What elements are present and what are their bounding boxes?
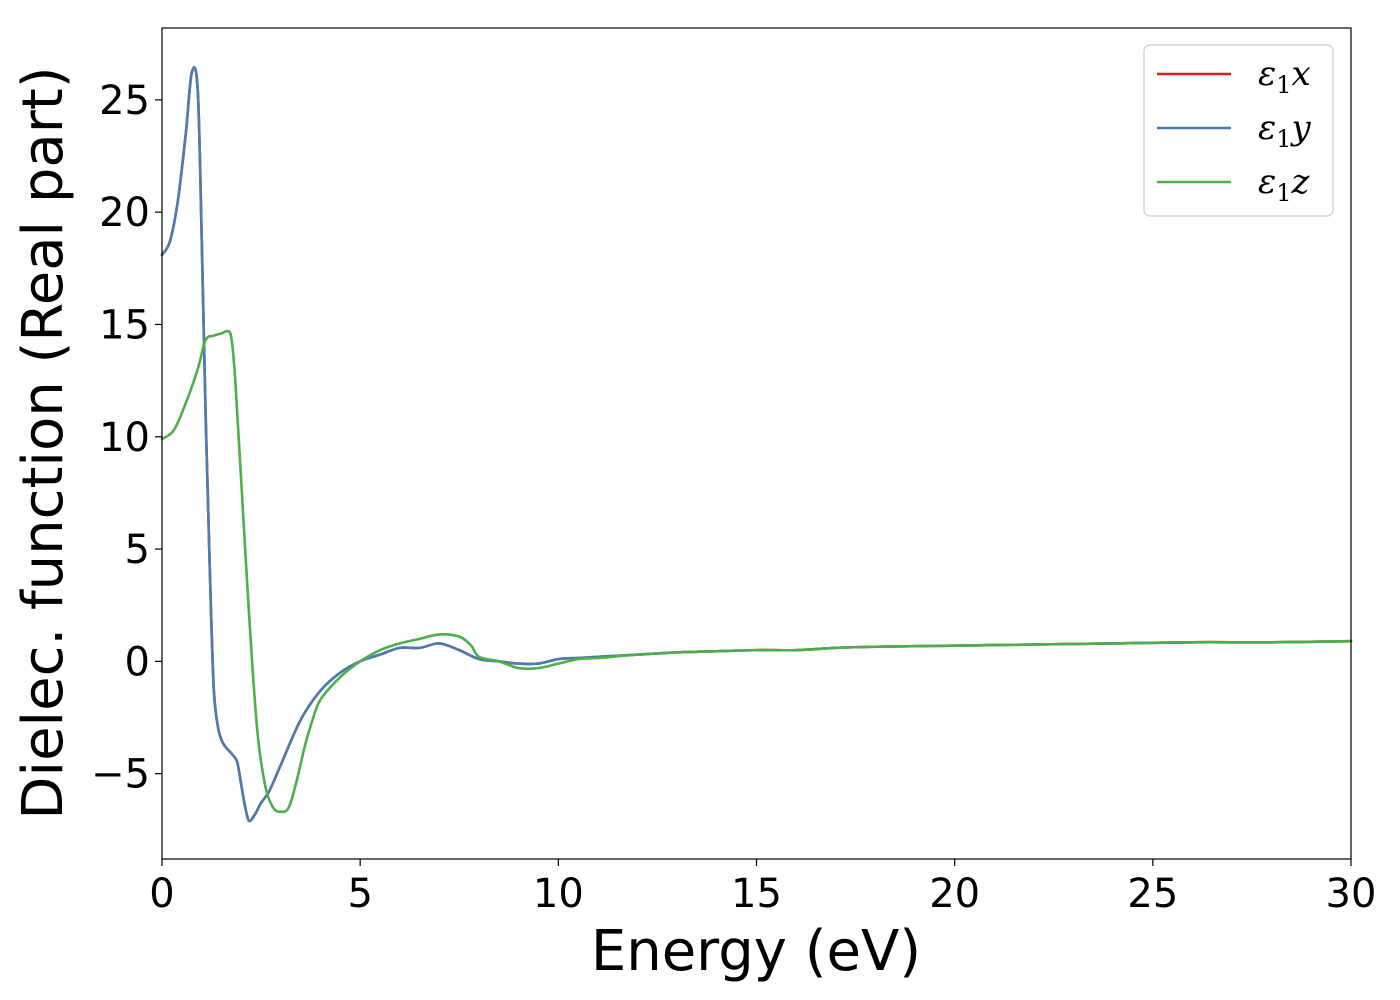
x-axis-ticks: 0 5 10 15 20 25 30: [149, 859, 1376, 917]
legend-label: ε1y: [1258, 108, 1312, 153]
y-tick-label: 20: [99, 190, 150, 236]
x-tick-label: 20: [929, 871, 980, 917]
y-tick-label: 5: [125, 527, 150, 573]
legend-box: [1143, 44, 1334, 217]
x-tick-label: 10: [533, 871, 584, 917]
y-axis-title: Dielec. function (Real part): [11, 66, 76, 819]
x-axis-title: Energy (eV): [591, 919, 921, 984]
x-tick-label: 30: [1326, 871, 1377, 917]
y-tick-label: 0: [125, 639, 150, 685]
series-layer: [160, 66, 1353, 823]
x-tick-label: 0: [149, 871, 174, 917]
y-tick-label: 10: [99, 415, 150, 461]
y-tick-label: 25: [99, 78, 150, 124]
x-tick-label: 5: [347, 871, 372, 917]
x-tick-label: 15: [731, 871, 782, 917]
legend: ε1x ε1y ε1z: [1143, 44, 1334, 217]
y-axis-ticks: −5 0 5 10 15 20 25: [91, 78, 162, 798]
y-tick-label: 15: [99, 302, 150, 348]
legend-label: ε1x: [1258, 54, 1311, 99]
x-tick-label: 25: [1127, 871, 1178, 917]
legend-label: ε1z: [1258, 162, 1311, 207]
y-tick-label: −5: [91, 752, 150, 798]
series-eps1z-line: [160, 329, 1353, 814]
